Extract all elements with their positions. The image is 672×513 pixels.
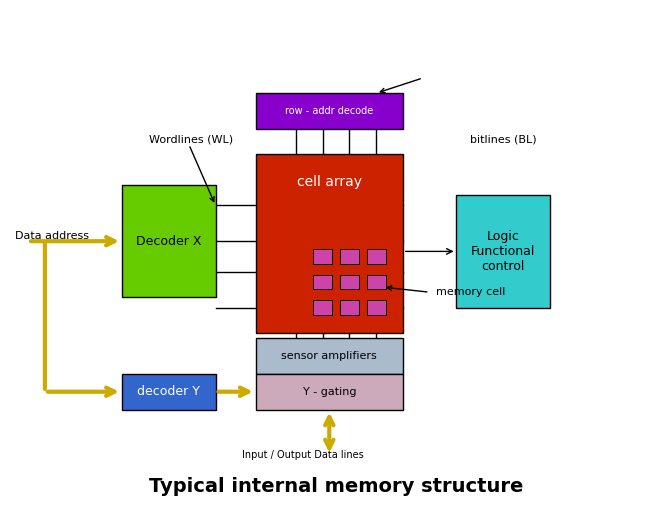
Text: bitlines (BL): bitlines (BL) xyxy=(470,134,536,144)
Bar xyxy=(313,301,332,314)
Bar xyxy=(367,275,386,289)
Bar xyxy=(340,275,359,289)
Text: decoder Y: decoder Y xyxy=(137,385,200,398)
FancyBboxPatch shape xyxy=(255,338,403,374)
Text: Wordlines (WL): Wordlines (WL) xyxy=(149,134,233,144)
FancyBboxPatch shape xyxy=(255,154,403,333)
Text: Logic
Functional
control: Logic Functional control xyxy=(471,230,536,273)
Bar xyxy=(340,249,359,264)
Text: Decoder X: Decoder X xyxy=(136,234,202,248)
Text: Y - gating: Y - gating xyxy=(302,387,356,397)
Text: memory cell: memory cell xyxy=(436,287,506,297)
Bar xyxy=(367,301,386,314)
FancyBboxPatch shape xyxy=(255,374,403,409)
FancyBboxPatch shape xyxy=(456,195,550,307)
Bar xyxy=(313,275,332,289)
Text: Data address: Data address xyxy=(15,231,89,241)
Text: row - addr decode: row - addr decode xyxy=(285,106,374,116)
Text: cell array: cell array xyxy=(297,175,362,189)
FancyBboxPatch shape xyxy=(122,185,216,298)
Bar xyxy=(313,249,332,264)
FancyBboxPatch shape xyxy=(122,374,216,409)
Text: Typical internal memory structure: Typical internal memory structure xyxy=(149,477,523,496)
FancyBboxPatch shape xyxy=(255,93,403,129)
Text: sensor amplifiers: sensor amplifiers xyxy=(282,351,377,361)
Bar xyxy=(367,249,386,264)
Bar xyxy=(340,301,359,314)
Text: Input / Output Data lines: Input / Output Data lines xyxy=(242,450,364,460)
